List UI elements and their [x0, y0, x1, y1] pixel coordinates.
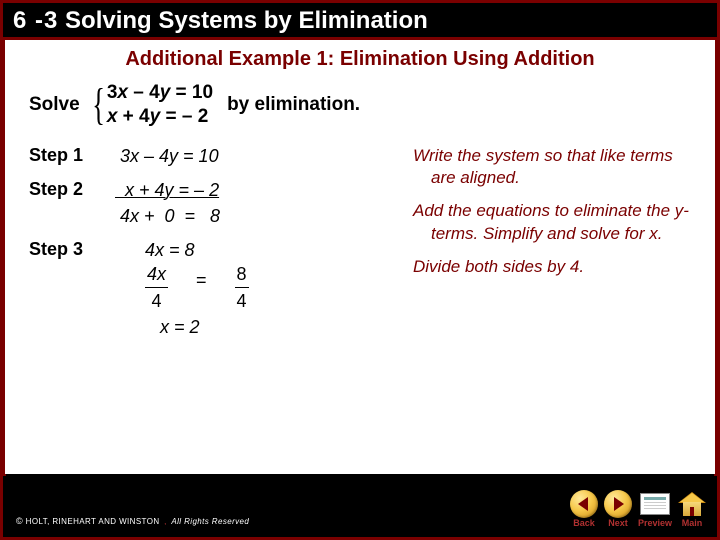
- by-elimination-text: by elimination.: [227, 94, 360, 116]
- next-pill: [604, 490, 632, 518]
- brace-icon: {: [92, 85, 105, 125]
- back-button[interactable]: Back: [570, 490, 598, 528]
- step-3-fraction-row: 4x 4 = 8 4: [145, 261, 249, 314]
- main-label: Main: [682, 518, 703, 528]
- step-2-equation-2: 4x + 0 = 8: [115, 203, 220, 229]
- arrow-left-icon: [578, 497, 588, 511]
- back-pill: [570, 490, 598, 518]
- slide-heading: Solving Systems by Elimination: [65, 7, 428, 34]
- nav-bar: Back Next Preview Main: [570, 490, 706, 528]
- step-3-result: x = 2: [145, 314, 249, 340]
- explanation-column: Write the system so that like terms are …: [413, 143, 691, 349]
- content-area: Solve { 3x – 4y = 10 x + 4y = – 2 by eli…: [5, 77, 715, 348]
- fraction-left-top: 4x: [145, 261, 168, 288]
- home-icon: [678, 492, 706, 516]
- explanation-2: Add the equations to eliminate the y-ter…: [413, 200, 691, 246]
- solve-word: Solve: [29, 94, 80, 116]
- step-2-math: x + 4y = – 2 4x + 0 = 8: [115, 177, 220, 229]
- step-2-equation-1: x + 4y = – 2: [115, 177, 220, 203]
- separator-icon: ,: [164, 517, 167, 526]
- copyright-and: AND: [98, 517, 116, 526]
- example-title: Additional Example 1: Elimination Using …: [5, 40, 715, 77]
- arrow-right-icon: [614, 497, 624, 511]
- system-equations: 3x – 4y = 10 x + 4y = – 2: [107, 81, 213, 129]
- copyright-winston: WINSTON: [116, 517, 159, 526]
- rights-reserved: All Rights Reserved: [171, 517, 249, 526]
- fraction-right-top: 8: [235, 261, 249, 288]
- fraction-left: 4x 4: [145, 261, 168, 314]
- copyright-holt: HOLT, RINEHART: [26, 517, 99, 526]
- main-button[interactable]: Main: [678, 490, 706, 528]
- slide-header: 6 -3 Solving Systems by Elimination: [3, 3, 717, 40]
- step-2-row: Step 2 x + 4y = – 2 4x + 0 = 8: [29, 177, 389, 229]
- columns: Step 1 3x – 4y = 10 Step 2 x + 4y = – 2 …: [29, 143, 691, 349]
- work-column: Step 1 3x – 4y = 10 Step 2 x + 4y = – 2 …: [29, 143, 389, 349]
- step-3-row: Step 3 4x = 8 4x 4 = 8: [29, 237, 389, 340]
- step-2-label: Step 2: [29, 177, 115, 200]
- preview-button[interactable]: Preview: [638, 490, 672, 528]
- step-3-line-1: 4x = 8: [145, 237, 249, 263]
- slide-body: Additional Example 1: Elimination Using …: [3, 40, 717, 476]
- next-button[interactable]: Next: [604, 490, 632, 528]
- step-1-row: Step 1 3x – 4y = 10: [29, 143, 389, 169]
- copyright-icon: ©: [16, 516, 23, 526]
- equation-2: x + 4y = – 2: [107, 105, 213, 129]
- step-3-label: Step 3: [29, 237, 115, 260]
- step-1-math: 3x – 4y = 10: [115, 143, 219, 169]
- fraction-equals: =: [196, 261, 207, 293]
- step-3-math: 4x = 8 4x 4 = 8 4: [115, 237, 249, 340]
- back-label: Back: [573, 518, 595, 528]
- problem-statement: Solve { 3x – 4y = 10 x + 4y = – 2 by eli…: [29, 81, 691, 129]
- step-1-label: Step 1: [29, 143, 115, 166]
- chapter-number: 6 -3: [13, 7, 58, 34]
- fraction-left-bot: 4: [150, 288, 164, 314]
- next-label: Next: [608, 518, 628, 528]
- slide-footer: © HOLT, RINEHART AND WINSTON , All Right…: [6, 474, 714, 534]
- fraction-right: 8 4: [235, 261, 249, 314]
- preview-label: Preview: [638, 518, 672, 528]
- explanation-1: Write the system so that like terms are …: [413, 145, 691, 191]
- fraction-right-bot: 4: [235, 288, 249, 314]
- copyright-text: © HOLT, RINEHART AND WINSTON , All Right…: [16, 516, 249, 526]
- equation-1: 3x – 4y = 10: [107, 81, 213, 105]
- slide-frame: 6 -3 Solving Systems by Elimination Addi…: [0, 0, 720, 540]
- step-1-equation: 3x – 4y = 10: [115, 143, 219, 169]
- system-brace: { 3x – 4y = 10 x + 4y = – 2: [88, 81, 213, 129]
- explanation-3: Divide both sides by 4.: [413, 256, 691, 279]
- preview-icon: [640, 493, 670, 515]
